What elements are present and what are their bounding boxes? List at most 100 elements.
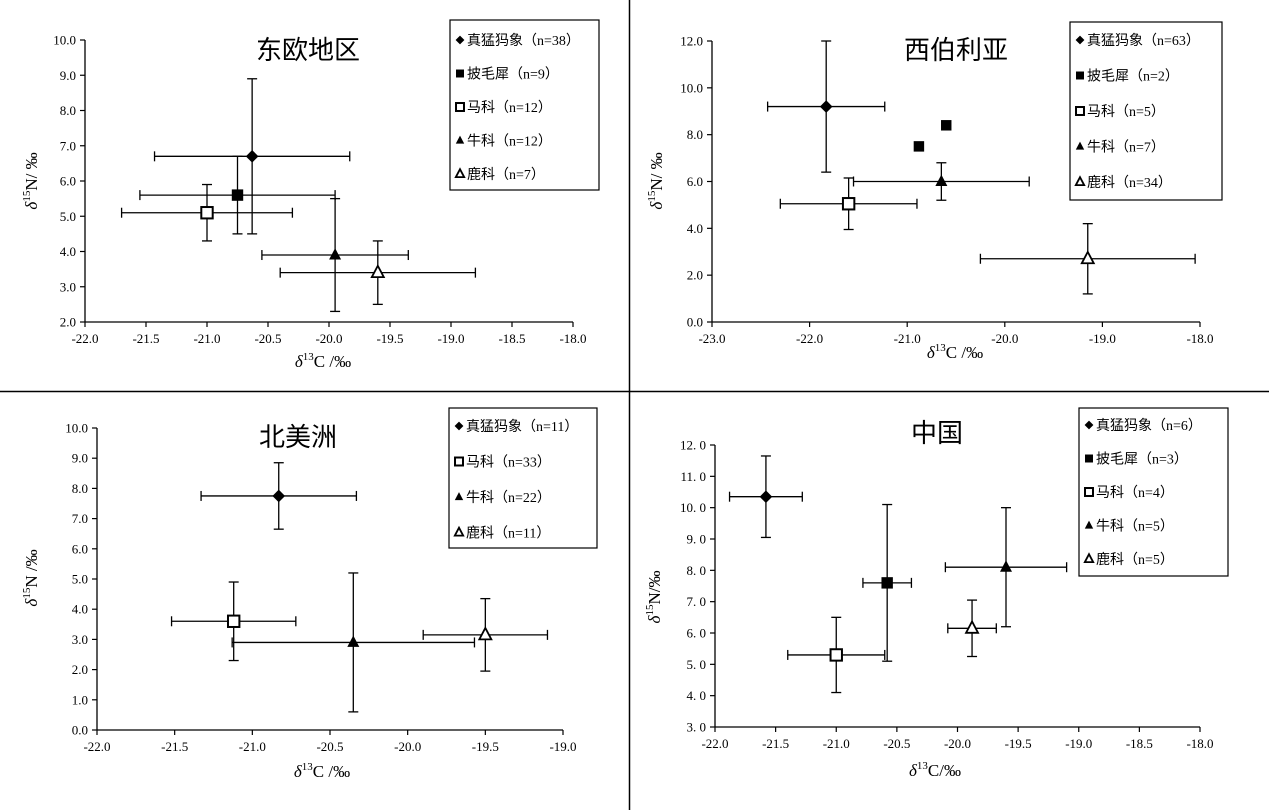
y-tick-label: 9.0 — [60, 68, 76, 83]
data-point — [881, 577, 893, 589]
x-tick-label: -23.0 — [698, 331, 725, 346]
x-tick-label: -20.0 — [991, 331, 1018, 346]
legend-label: 真猛犸象（n=11） — [466, 419, 578, 435]
chart-panel-4: 3. 0 4. 0 5. 0 6. 0 7. 0 8. 0 9. 0 10. 0 11. 0 12… — [644, 407, 1229, 780]
y-tick-label: 6.0 — [60, 174, 76, 189]
x-tick-label: -21.5 — [762, 736, 789, 751]
x-tick-label: -20.0 — [944, 736, 971, 751]
legend-box — [1069, 21, 1223, 201]
chart-title: 西伯利亚 — [904, 36, 1008, 65]
series-filled-triangle — [231, 572, 476, 713]
legend-open-triangle-marker — [453, 525, 465, 537]
chart-title: 北美洲 — [259, 423, 337, 452]
legend-open-square-marker — [1075, 106, 1085, 116]
x-tick-label: -20.5 — [254, 331, 281, 346]
y-tick-label: 3. 0 — [687, 720, 707, 735]
x-axis-label-superscript: 13 — [302, 761, 314, 773]
y-tick-label: 8.0 — [72, 481, 88, 496]
data-point — [272, 489, 286, 503]
data-point — [1000, 560, 1012, 572]
y-axis-label-symbol: δ — [22, 201, 41, 210]
series-open-square — [120, 183, 294, 242]
legend-filled-triangle-marker — [1084, 520, 1094, 529]
series-open-square — [787, 616, 886, 694]
x-tick-label: -18.5 — [1126, 736, 1153, 751]
data-point — [245, 150, 259, 163]
x-axis-label-superscript: 13 — [303, 351, 315, 363]
legend-diamond-marker — [1084, 420, 1094, 430]
y-tick-label: 4. 0 — [687, 688, 707, 703]
chart-panel-1: 2.0 3.0 4.0 5.0 6.0 7.0 8.0 9.0 10.0 -22.0 -21.5 -2… — [21, 19, 600, 371]
y-tick-label: 10. 0 — [680, 500, 706, 515]
legend-label: 鹿科（n=11） — [466, 525, 550, 542]
x-tick-label: -20.0 — [394, 739, 421, 754]
y-tick-label: 10.0 — [65, 421, 88, 436]
x-axis-label-unit: C /‰ — [313, 762, 350, 781]
x-tick-label: -18.0 — [559, 331, 586, 346]
series-filled-triangle — [944, 507, 1068, 628]
data-point — [329, 248, 342, 260]
legend: 真猛犸象（n=11） 马科（n=33） 牛科（n=22） 鹿科（n=11） — [448, 407, 598, 549]
y-axis-label: δ15N/ ‰ — [21, 152, 41, 209]
x-tick-label: -19.0 — [437, 331, 464, 346]
x-tick-label: -19.0 — [1065, 736, 1092, 751]
legend: 真猛犸象（n=38） 披毛犀（n=9） 马科（n=12） 牛科（n=12） 鹿科（n=7… — [449, 19, 600, 191]
x-tick-label: -21.0 — [894, 331, 921, 346]
series-open-triangle — [422, 597, 549, 672]
x-tick-label: -22.0 — [701, 736, 728, 751]
legend-label: 鹿科（n=5） — [1096, 551, 1174, 568]
legend-open-square-marker — [454, 456, 464, 467]
legend-box — [449, 19, 600, 191]
x-axis-label-unit: C/‰ — [928, 761, 961, 780]
legend-label: 鹿科（n=7） — [467, 166, 545, 183]
y-tick-label: 3.0 — [60, 279, 76, 294]
legend-label: 披毛犀（n=9） — [467, 67, 559, 83]
legend-label: 马科（n=4） — [1096, 485, 1174, 501]
x-axis-label-symbol: δ — [909, 761, 918, 780]
legend-open-triangle-marker — [454, 167, 466, 179]
y-tick-label: 6.0 — [72, 541, 88, 556]
legend-label: 牛科（n=22） — [466, 490, 551, 506]
x-tick-label: -22.0 — [71, 331, 98, 346]
x-tick-label: -18.5 — [498, 331, 525, 346]
y-tick-label: 8. 0 — [687, 563, 707, 578]
legend-diamond-marker — [455, 35, 465, 45]
legend-label: 真猛犸象（n=6） — [1096, 418, 1202, 434]
legend-filled-square-marker — [1085, 454, 1093, 463]
data-point — [913, 141, 925, 152]
legend-label: 披毛犀（n=3） — [1096, 452, 1188, 468]
y-axis-label-superscript: 15 — [644, 604, 656, 616]
y-axis-label-symbol: δ — [645, 614, 664, 623]
y-tick-label: 11. 0 — [680, 469, 706, 484]
x-axis-label: δ13C /‰ — [927, 342, 983, 362]
y-tick-label: 9. 0 — [687, 532, 707, 547]
y-tick-label: 2.0 — [687, 268, 703, 283]
y-tick-label: 12.0 — [680, 34, 703, 49]
y-tick-label: 2.0 — [60, 315, 76, 330]
series-open-triangle — [979, 222, 1196, 295]
data-point — [841, 197, 856, 211]
y-tick-label: 5. 0 — [687, 657, 707, 672]
data-point — [477, 626, 493, 641]
data-point — [759, 490, 773, 503]
y-axis-label: δ15N /‰ — [21, 549, 41, 606]
y-tick-label: 10.0 — [53, 33, 76, 48]
series-filled-triangle — [261, 197, 409, 313]
legend-label: 牛科（n=7） — [1087, 140, 1165, 156]
legend-label: 马科（n=33） — [466, 455, 551, 471]
legend-label: 牛科（n=5） — [1096, 519, 1174, 535]
series-open-triangle — [279, 240, 477, 306]
series-diamond — [766, 40, 886, 173]
y-tick-label: 4.0 — [72, 602, 88, 617]
series-filled-square — [862, 503, 913, 662]
x-axis-label-unit: C /‰ — [314, 352, 351, 371]
y-tick-label: 6. 0 — [687, 626, 707, 641]
x-axis-label: δ13C /‰ — [295, 351, 351, 371]
data-point — [200, 206, 214, 220]
x-axis-label-symbol: δ — [927, 343, 936, 362]
x-axis-label-symbol: δ — [295, 352, 304, 371]
y-tick-label: 7.0 — [72, 511, 88, 526]
y-tick-label: 8.0 — [60, 103, 76, 118]
y-axis-label-unit: N/ ‰ — [22, 152, 41, 190]
legend-label: 鹿科（n=34） — [1087, 174, 1172, 191]
